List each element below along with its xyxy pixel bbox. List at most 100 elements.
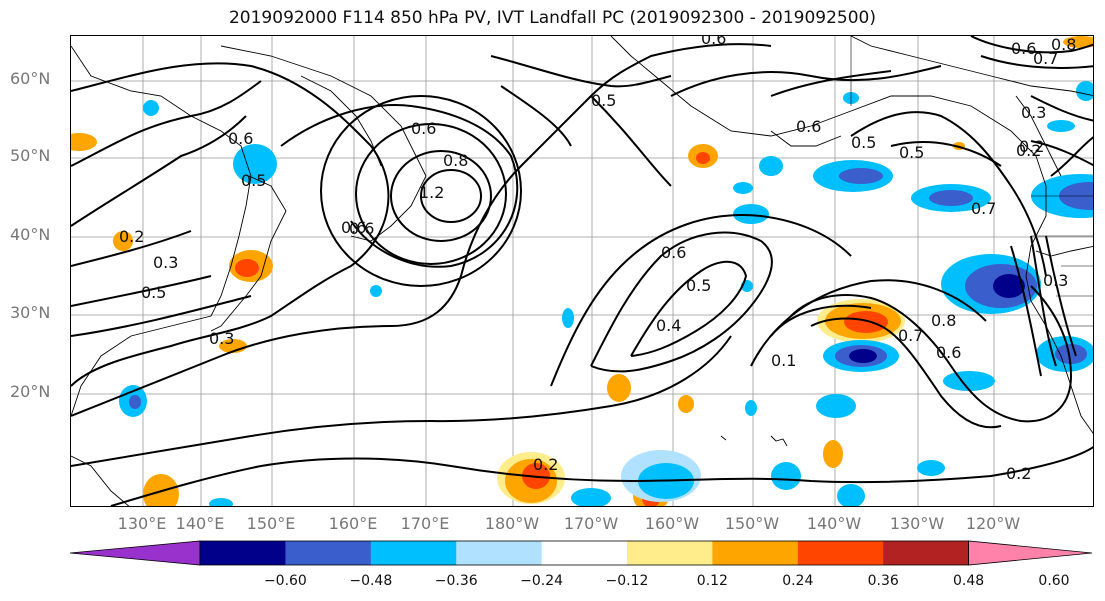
colorbar-arrow-low xyxy=(70,540,201,566)
latitude-label: 60°N xyxy=(10,69,51,88)
colorbar-segment xyxy=(541,541,628,565)
contour-label: 0.8 xyxy=(443,151,468,170)
map-title: 2019092000 F114 850 hPa PV, IVT Landfall… xyxy=(228,8,876,28)
contour-label: 0.5 xyxy=(686,276,711,295)
positive-anomaly-patch xyxy=(844,311,888,333)
colorbar xyxy=(70,540,1093,566)
latitude-label: 30°N xyxy=(10,303,51,322)
contour-label: 0.2 xyxy=(533,455,558,474)
positive-anomaly-patch xyxy=(823,440,843,468)
contour-label: 0.5 xyxy=(899,143,924,162)
negative-anomaly-patch xyxy=(929,190,973,206)
contour-label: 0.2 xyxy=(1016,141,1041,160)
colorbar-tick-label: 0.60 xyxy=(1038,573,1070,589)
colorbar-tick-label: −0.24 xyxy=(520,573,564,589)
contour-labels: 0.60.60.70.80.50.60.50.30.20.60.50.60.81… xyxy=(119,36,1076,483)
colorbar-segment xyxy=(883,541,970,565)
negative-anomaly-patch xyxy=(733,182,753,194)
colorbar-segment xyxy=(712,541,799,565)
colorbar-tick-label: 0.24 xyxy=(782,573,814,589)
longitude-label: 150°W xyxy=(724,514,780,533)
latitude-label: 20°N xyxy=(10,382,51,401)
contour-label: 0.7 xyxy=(971,199,996,218)
contour-label: 0.6 xyxy=(341,218,366,237)
negative-anomaly-patch xyxy=(917,460,945,476)
pv-contours xyxy=(71,36,1093,506)
negative-anomaly-patch xyxy=(745,400,757,416)
longitude-label: 170°W xyxy=(563,514,619,533)
negative-anomaly-patch xyxy=(759,156,783,176)
colorbar-tick-label: 0.12 xyxy=(696,573,728,589)
contour-label: 1.2 xyxy=(419,183,444,202)
contour-label: 0.3 xyxy=(1043,271,1068,290)
contour-label: 0.6 xyxy=(701,36,726,48)
contour-label: 0.8 xyxy=(1051,36,1076,54)
negative-anomaly-patch xyxy=(143,100,159,116)
negative-anomaly-patch xyxy=(129,395,141,409)
contour-label: 0.6 xyxy=(228,129,253,148)
contour-label: 0.7 xyxy=(898,326,923,345)
positive-anomaly-patch xyxy=(113,231,133,251)
negative-anomaly-patch xyxy=(849,349,877,363)
colorbar-segment xyxy=(370,541,457,565)
negative-anomaly-patch xyxy=(209,498,233,506)
longitude-label: 130°E xyxy=(117,514,167,533)
positive-anomaly-patch xyxy=(143,474,179,506)
contour-label: 0.2 xyxy=(119,227,144,246)
longitude-label: 130°W xyxy=(889,514,945,533)
contour-label: 0.6 xyxy=(349,219,374,238)
longitude-label: 150°E xyxy=(246,514,296,533)
colorbar-tick-label: −0.60 xyxy=(263,573,307,589)
positive-anomaly-patch xyxy=(607,374,631,402)
positive-anomaly-patch xyxy=(678,395,694,413)
negative-anomaly-patch xyxy=(733,204,769,224)
contour-label: 0.5 xyxy=(241,171,266,190)
positive-anomaly-patch xyxy=(71,133,97,151)
contour-label: 0.4 xyxy=(656,316,681,335)
contour-label: 0.6 xyxy=(1011,39,1036,58)
negative-anomaly-patch xyxy=(753,209,765,219)
longitude-label: 180°W xyxy=(484,514,540,533)
coastlines xyxy=(71,36,1093,506)
negative-anomaly-patch xyxy=(370,285,382,297)
negative-anomaly-patch xyxy=(816,394,856,418)
contour-label: 0.2 xyxy=(1019,137,1044,156)
map-canvas: 0.60.60.70.80.50.60.50.30.20.60.50.60.81… xyxy=(71,36,1093,506)
colorbar-tick-label: −0.48 xyxy=(349,573,393,589)
negative-anomaly-patch xyxy=(839,168,883,184)
negative-anomaly-patch xyxy=(1076,81,1093,101)
contour-label: 0.6 xyxy=(661,243,686,262)
colorbar-segment xyxy=(797,541,884,565)
longitude-label: 140°E xyxy=(175,514,225,533)
map-panel: 0.6 0.6 0.7 0.8 0.5 0.6 0.5 0.3 0.2 0.6 0.5 0.6 0.8 1… xyxy=(70,35,1094,507)
colorbar-segment xyxy=(285,541,372,565)
contour-label: 0.5 xyxy=(851,133,876,152)
longitude-label: 140°W xyxy=(806,514,862,533)
contour-label: 0.6 xyxy=(796,117,821,136)
political-borders xyxy=(850,36,1093,327)
colorbar-segment xyxy=(456,541,543,565)
contour-label: 0.1 xyxy=(771,351,796,370)
negative-anomaly-patch xyxy=(1055,344,1087,364)
colorbar-outline xyxy=(199,540,969,566)
gridlines xyxy=(71,36,1093,506)
negative-anomaly-patch xyxy=(1047,120,1075,132)
negative-anomaly-patch xyxy=(993,274,1025,298)
colorbar-segment xyxy=(627,541,713,565)
colorbar-tick-label: 0.36 xyxy=(867,573,899,589)
positive-anomaly-patch xyxy=(1063,36,1093,48)
contour-label: 0.5 xyxy=(141,283,166,302)
longitude-label: 160°W xyxy=(644,514,700,533)
longitude-label: 170°E xyxy=(400,514,450,533)
negative-anomaly-patch xyxy=(771,462,801,490)
contour-label: 0.2 xyxy=(1006,464,1031,483)
positive-anomaly-patch xyxy=(235,259,259,277)
contour-label: 0.6 xyxy=(411,119,436,138)
negative-anomaly-patch xyxy=(943,371,995,391)
colorbar-arrow-high xyxy=(968,540,1093,566)
latitude-label: 50°N xyxy=(10,146,51,165)
pc-shading xyxy=(71,36,1093,506)
longitude-label: 160°E xyxy=(328,514,378,533)
negative-anomaly-patch xyxy=(837,484,865,506)
contour-label: 0.6 xyxy=(936,343,961,362)
